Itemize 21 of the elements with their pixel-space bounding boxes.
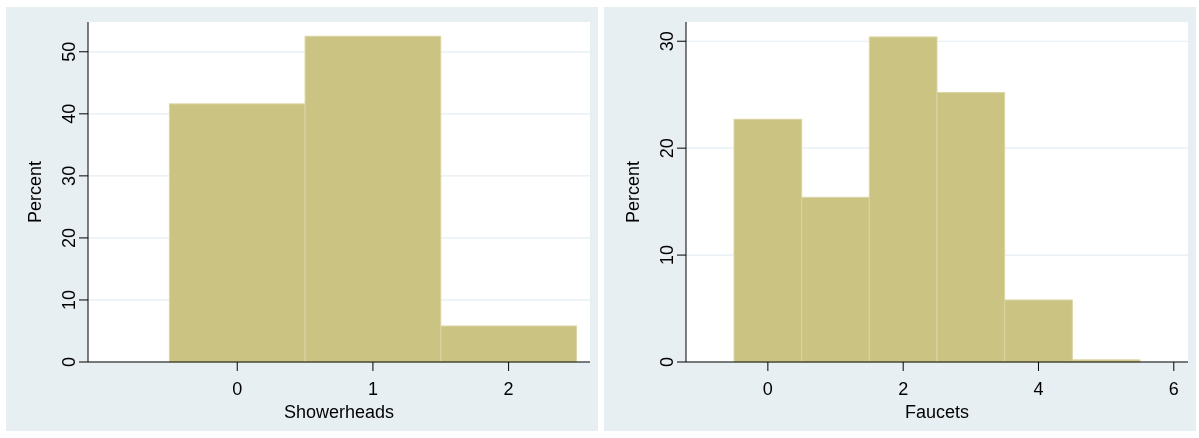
y-tick-label: 20 bbox=[59, 227, 79, 248]
y-axis-title: Percent bbox=[623, 160, 643, 224]
y-axis-title: Percent bbox=[25, 160, 45, 224]
y-tick-label: 20 bbox=[657, 138, 677, 159]
x-tick-label: 0 bbox=[232, 379, 243, 399]
y-tick-label: 30 bbox=[657, 31, 677, 52]
x-tick-label: 2 bbox=[898, 379, 909, 399]
x-axis-title: Faucets bbox=[904, 402, 970, 422]
y-tick-label: 10 bbox=[657, 245, 677, 266]
x-tick-label: 2 bbox=[503, 379, 514, 399]
x-tick-label: 1 bbox=[367, 379, 378, 399]
y-tick-label: 0 bbox=[657, 356, 677, 368]
y-tick-label: 50 bbox=[59, 41, 79, 62]
x-tick-label: 0 bbox=[762, 379, 773, 399]
x-tick-label: 4 bbox=[1033, 379, 1044, 399]
x-axis-title: Showerheads bbox=[283, 402, 395, 422]
y-tick-label: 0 bbox=[59, 356, 79, 368]
y-tick-label: 30 bbox=[59, 165, 79, 186]
x-tick-label: 6 bbox=[1168, 379, 1179, 399]
y-tick-label: 10 bbox=[59, 289, 79, 310]
y-tick-label: 40 bbox=[59, 103, 79, 124]
